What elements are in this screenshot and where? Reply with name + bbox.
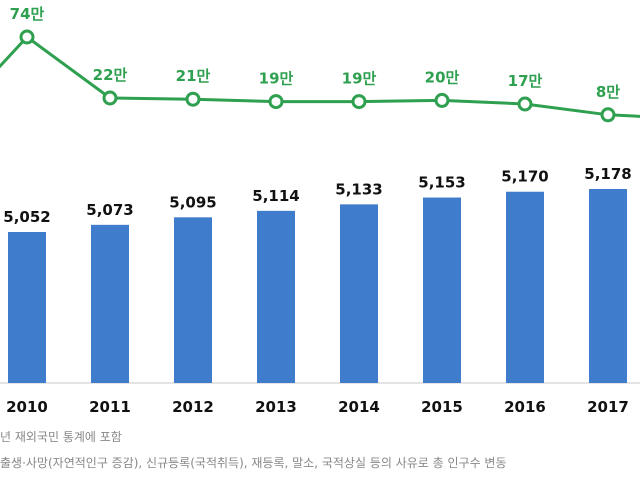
line-value-label-2012: 21만 [176, 67, 211, 85]
line-value-label-2013: 19만 [259, 70, 294, 88]
line-point-2016 [517, 96, 533, 112]
footnote-2: 출생·사망(자연적인구 증감), 신규등록(국적취득), 재등록, 말소, 국적… [0, 456, 507, 470]
bar-value-label-2012: 5,095 [169, 193, 216, 211]
line-point-2011 [102, 90, 118, 106]
x-tick-label-2010: 2010 [6, 398, 48, 416]
bar-value-label-2010: 5,052 [3, 208, 50, 226]
bar-2012 [174, 217, 212, 383]
x-tick-label-2013: 2013 [255, 398, 297, 416]
bar-value-label-2013: 5,114 [252, 187, 299, 205]
bar-2014 [340, 204, 378, 383]
x-tick-label-2014: 2014 [338, 398, 380, 416]
bar-2013 [257, 210, 295, 383]
x-tick-label-2012: 2012 [172, 398, 214, 416]
bar-2010 [8, 232, 46, 383]
line-point-2013 [268, 94, 284, 110]
bar-2017 [589, 189, 627, 383]
bar-value-label-2016: 5,170 [501, 168, 548, 186]
x-tick-label-2017: 2017 [587, 398, 629, 416]
bar-2015 [423, 197, 461, 383]
bar-value-label-2017: 5,178 [584, 165, 631, 183]
line-value-label-2011: 22만 [93, 66, 128, 84]
x-tick-label-2011: 2011 [89, 398, 131, 416]
x-tick-label-2016: 2016 [504, 398, 546, 416]
bar-2011 [91, 224, 129, 383]
line-value-label-2014: 19만 [342, 70, 377, 88]
line-point-2017 [600, 107, 616, 123]
line-path [0, 34, 640, 118]
bar-2016 [506, 191, 544, 383]
line-value-label-2017: 8만 [596, 83, 620, 101]
x-tick-labels: 2010 2011 2012 2013 2014 2015 2016 2017 [6, 398, 629, 416]
bar-value-label-2015: 5,153 [418, 174, 465, 192]
line-point-2015 [434, 92, 450, 108]
bar-value-label-2014: 5,133 [335, 180, 382, 198]
line-series: 74만 22만 21만 19만 19만 20만 17만 8만 [0, 5, 640, 123]
footnote-1: 년 재외국민 통계에 포함 [0, 430, 122, 444]
x-tick-label-2015: 2015 [421, 398, 463, 416]
line-point-2012 [185, 91, 201, 107]
bar-series: 5,052 5,073 5,095 5,114 5,133 5,153 5,170 5,178 [3, 165, 632, 383]
line-value-label-2015: 20만 [425, 68, 460, 86]
line-point-2014 [351, 94, 367, 110]
bar-value-label-2011: 5,073 [86, 201, 133, 219]
line-value-label-2010: 74만 [10, 5, 45, 23]
line-value-label-2016: 17만 [508, 72, 543, 90]
line-point-2010 [19, 29, 35, 45]
